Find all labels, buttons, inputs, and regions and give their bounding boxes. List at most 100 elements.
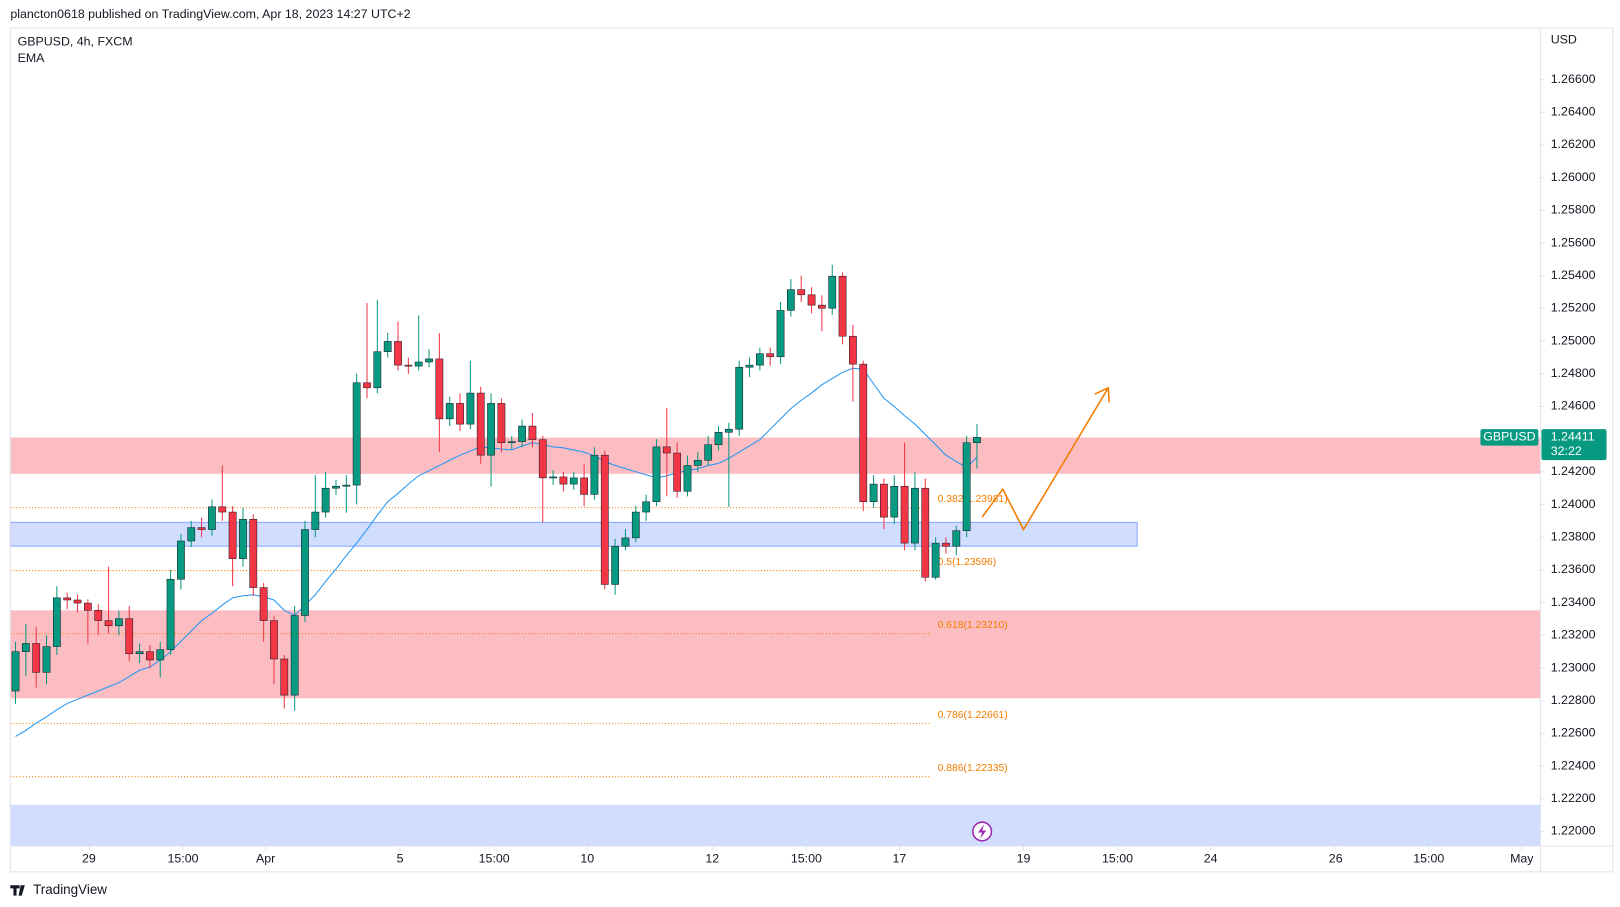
fib-label: 0.382(1.23981) bbox=[938, 494, 1008, 505]
countdown: 32:22 bbox=[1551, 444, 1582, 458]
zone bbox=[10, 804, 1541, 846]
candle-body bbox=[373, 351, 382, 389]
candle-body bbox=[673, 452, 682, 492]
candle-body bbox=[497, 403, 506, 444]
candle-body bbox=[21, 643, 30, 652]
fib-levels: 0.382(1.23981) 0.5(1.23596) 0.618(1.23210)… bbox=[10, 494, 1008, 778]
brand-logo bbox=[10, 885, 25, 896]
candle-body bbox=[404, 364, 413, 367]
frame bbox=[9, 27, 1614, 873]
x-tick-label: 5 bbox=[397, 852, 404, 866]
y-tick-label: 1.23000 bbox=[1551, 660, 1596, 674]
candle-body bbox=[249, 518, 258, 588]
candle-body bbox=[828, 275, 837, 309]
candle-body bbox=[383, 341, 392, 352]
candle-body bbox=[900, 485, 909, 544]
arrow-head bbox=[1094, 386, 1111, 403]
candle-body bbox=[745, 364, 754, 368]
candle-body bbox=[942, 542, 950, 547]
symbol-tag: GBPUSD bbox=[1483, 430, 1535, 444]
candle-body bbox=[776, 310, 785, 358]
candle-body bbox=[952, 530, 961, 547]
candle-body bbox=[724, 428, 733, 433]
candle-body bbox=[332, 485, 340, 489]
y-tick-label: 1.25000 bbox=[1551, 333, 1596, 347]
x-tick-label: 15:00 bbox=[791, 852, 822, 866]
candle-body bbox=[218, 506, 227, 513]
candle-body bbox=[538, 439, 547, 479]
plot bbox=[11, 264, 981, 737]
x-tick-label: 19 bbox=[1017, 852, 1031, 866]
y-tick-label: 1.23600 bbox=[1551, 562, 1596, 576]
x-tick-label: 29 bbox=[82, 852, 96, 866]
candle-body bbox=[962, 442, 971, 531]
candle-body bbox=[104, 620, 113, 627]
candle-body bbox=[414, 361, 423, 367]
candle-body bbox=[890, 485, 899, 518]
y-tick-label: 1.26200 bbox=[1551, 137, 1596, 151]
candle-body bbox=[507, 441, 516, 444]
y-tick-label: 1.25200 bbox=[1551, 301, 1596, 315]
candle-body bbox=[631, 511, 640, 539]
candle-body bbox=[859, 363, 868, 503]
candle-body bbox=[342, 484, 351, 487]
y-tick-label: 1.24600 bbox=[1551, 399, 1596, 413]
zone bbox=[10, 610, 1541, 699]
price-tag-bg bbox=[1541, 429, 1607, 461]
candle-body bbox=[838, 275, 847, 337]
y-tick-label: 1.26600 bbox=[1551, 72, 1596, 86]
candle-body bbox=[849, 335, 857, 365]
candle-body bbox=[156, 649, 165, 661]
x-tick-label: 15:00 bbox=[1413, 852, 1444, 866]
fib-label: 0.786(1.22661) bbox=[938, 710, 1008, 721]
x-tick-label: 15:00 bbox=[167, 852, 198, 866]
candle-body bbox=[228, 511, 237, 559]
candle-body bbox=[559, 476, 568, 485]
candle-body bbox=[187, 527, 196, 542]
candle-body bbox=[259, 587, 268, 621]
candle-body bbox=[73, 599, 82, 604]
candle-body bbox=[94, 610, 103, 621]
x-tick-label: May bbox=[1510, 852, 1534, 866]
candle-body bbox=[931, 542, 940, 578]
x-tick-label: 26 bbox=[1329, 852, 1343, 866]
x-tick-label: Apr bbox=[256, 852, 275, 866]
candle-body bbox=[63, 597, 72, 601]
y-tick-label: 1.22200 bbox=[1551, 791, 1596, 805]
candle-body bbox=[301, 529, 309, 616]
candle-body bbox=[466, 392, 475, 425]
candle-body bbox=[290, 615, 299, 696]
candle-body bbox=[115, 618, 123, 627]
candle-body bbox=[786, 289, 795, 311]
candle-body bbox=[321, 487, 330, 513]
zones bbox=[9, 437, 1541, 846]
candle-body bbox=[755, 353, 764, 366]
candle-body bbox=[239, 518, 247, 559]
symbol-tag-bg bbox=[1480, 429, 1539, 446]
candle-body bbox=[766, 353, 775, 358]
candle-body bbox=[714, 432, 723, 445]
y-tick-label: 1.24200 bbox=[1551, 464, 1596, 478]
candle-body bbox=[487, 403, 495, 456]
candle-body bbox=[973, 437, 981, 444]
brand: TradingView bbox=[33, 882, 107, 897]
price-tag: 1.24411 bbox=[1551, 430, 1595, 444]
candle-body bbox=[580, 477, 588, 495]
candle-body bbox=[911, 487, 919, 544]
y-tick-label: 1.22600 bbox=[1551, 726, 1596, 740]
axes: 1.22000 1.22200 1.22400 1.22600 1.22800 1.230… bbox=[82, 72, 1607, 866]
candle-body bbox=[590, 454, 599, 495]
y-tick-label: 1.22800 bbox=[1551, 693, 1596, 707]
candle-body bbox=[611, 545, 620, 585]
x-tick-label: 17 bbox=[893, 852, 907, 866]
candle-body bbox=[880, 483, 888, 518]
candle-body bbox=[135, 651, 144, 655]
candle-body bbox=[352, 382, 361, 486]
candle-body bbox=[11, 651, 20, 692]
candle-body bbox=[394, 341, 402, 366]
y-tick-label: 1.23800 bbox=[1551, 530, 1596, 544]
candle-body bbox=[518, 425, 526, 442]
fib-label: 0.886(1.22335) bbox=[938, 763, 1008, 774]
